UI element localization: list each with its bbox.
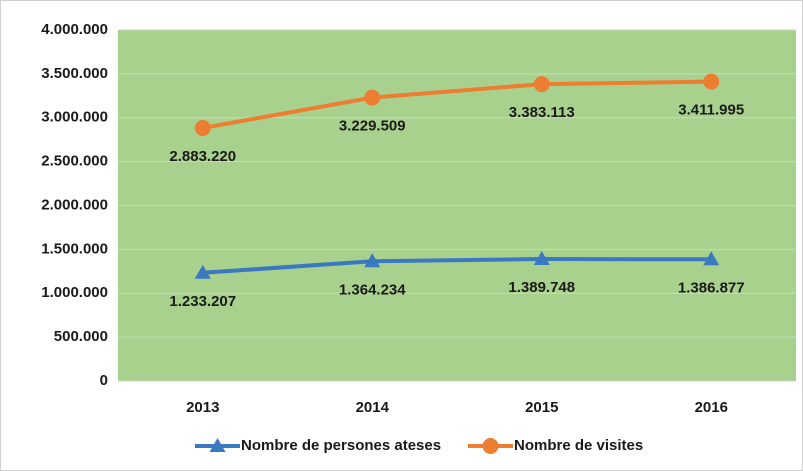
series-line: [202, 257, 712, 275]
y-tick-label: 2.500.000: [41, 153, 108, 170]
data-label: 1.386.877: [678, 279, 745, 296]
marker: [364, 89, 381, 106]
marker: [703, 251, 720, 266]
data-label: 3.411.995: [678, 102, 744, 119]
marker: [194, 264, 211, 279]
y-tick-label: 4.000.000: [41, 21, 108, 38]
data-label: 2.883.220: [169, 148, 236, 165]
x-tick-label: 2015: [525, 399, 558, 416]
x-tick-label: 2013: [186, 399, 219, 416]
data-label: 3.229.509: [339, 118, 406, 135]
marker: [194, 119, 211, 136]
y-tick-label: 2.000.000: [41, 196, 108, 213]
legend-item: Nombre de visites: [468, 437, 643, 454]
data-label: 3.383.113: [509, 104, 575, 121]
x-tick-label: 2014: [356, 399, 390, 416]
marker: [703, 73, 720, 90]
legend-label: Nombre de persones ateses: [241, 437, 441, 454]
data-label: 1.389.748: [508, 279, 575, 296]
marker: [533, 76, 550, 93]
y-tick-label: 0: [100, 372, 108, 389]
y-tick-label: 1.000.000: [41, 284, 108, 301]
data-label: 1.364.234: [339, 281, 406, 298]
series-line: [202, 79, 712, 130]
legend-marker: [482, 438, 499, 454]
legend-marker: [209, 438, 226, 452]
y-tick-label: 3.500.000: [41, 65, 108, 82]
y-tick-label: 500.000: [54, 328, 108, 345]
legend-item: Nombre de persones ateses: [195, 437, 441, 454]
y-tick-label: 1.500.000: [41, 240, 108, 257]
marker: [364, 253, 381, 268]
data-label: 1.233.207: [169, 293, 236, 310]
x-tick-label: 2016: [695, 399, 728, 416]
marker: [533, 251, 550, 266]
y-tick-label: 3.000.000: [41, 109, 108, 126]
legend-label: Nombre de visites: [514, 437, 643, 454]
